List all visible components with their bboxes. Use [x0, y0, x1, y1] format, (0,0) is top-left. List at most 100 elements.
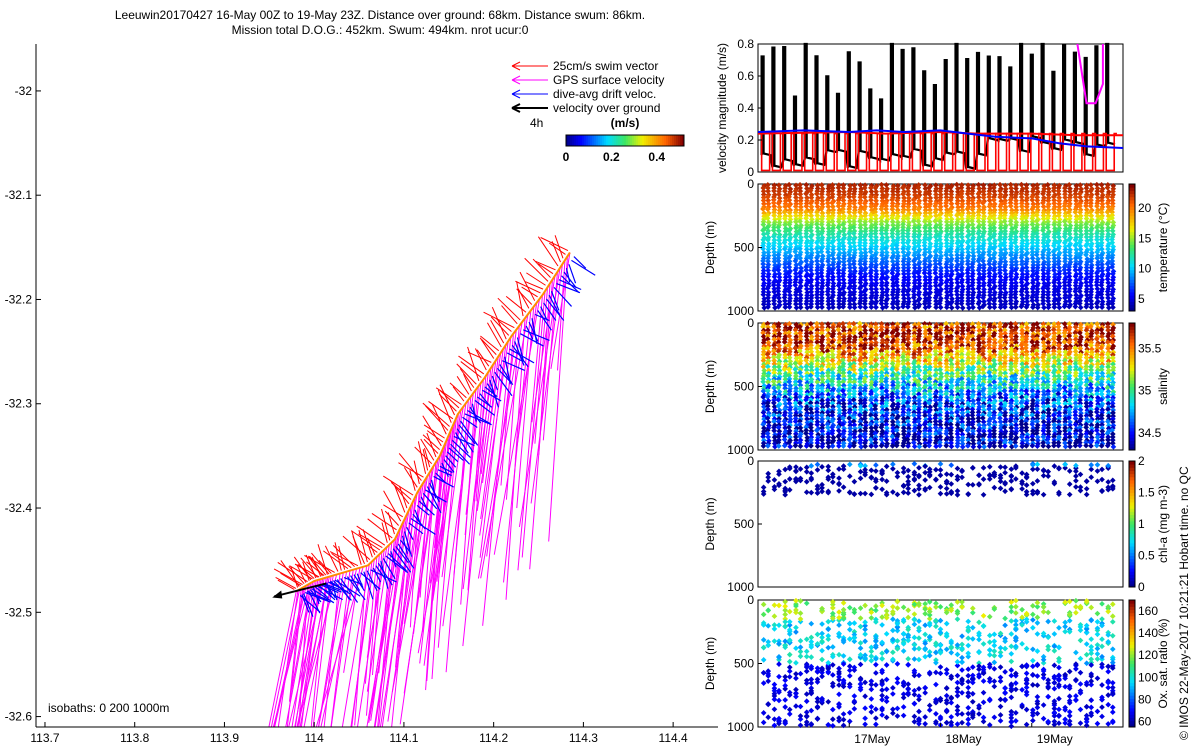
drift-vector [387, 553, 407, 572]
gps-vector [505, 325, 520, 500]
colorbar-cell [1129, 298, 1135, 302]
drift-vector [514, 341, 525, 366]
map-colorbar-cell [678, 135, 681, 146]
gps-vector [486, 329, 517, 557]
profile-point [808, 267, 814, 274]
colorbar-cell [1129, 272, 1135, 277]
swim-vector [422, 415, 442, 447]
drift-vector [443, 459, 455, 473]
drift-vector [445, 455, 457, 468]
drift-vector [484, 386, 498, 398]
map-colorbar-cell [582, 135, 585, 146]
colorbar-cell [1129, 206, 1135, 210]
map-colorbar-cell [574, 135, 577, 146]
map-colorbar-cell [612, 135, 615, 146]
swim-vector [496, 318, 512, 332]
drift-vector [451, 439, 471, 459]
swim-vector [460, 361, 482, 378]
figure-header: Leeuwin20170427 16-May 00Z to 19-May 23Z… [0, 8, 760, 38]
drift-vector [573, 256, 587, 269]
profile-point [764, 212, 771, 218]
swim-vector [423, 448, 431, 468]
drift-vector [305, 591, 331, 603]
profile-point [786, 288, 793, 295]
swim-vector [426, 432, 437, 458]
swim-vector [290, 566, 299, 588]
drift-vector [446, 451, 459, 463]
swim-vector [311, 556, 322, 577]
map-x-tick-label: 113.9 [210, 731, 239, 745]
gps-vector [323, 573, 341, 728]
map-y-tick-label: -32 [15, 84, 33, 98]
profile-point [798, 204, 804, 210]
profile-point [771, 273, 778, 280]
swim-vector [393, 484, 406, 513]
swim-vector [474, 348, 487, 371]
profile-point [760, 258, 766, 264]
swim-vector [334, 542, 342, 571]
swim-vector [476, 349, 490, 367]
profile-point [797, 270, 803, 276]
drift-vector [546, 298, 565, 321]
gps-vector [277, 590, 299, 728]
swim-vector [302, 561, 310, 581]
swim-vector [467, 346, 480, 382]
colorbar-cell [1129, 263, 1135, 268]
swim-vector [449, 382, 467, 399]
gps-vector [394, 505, 412, 668]
profile-point [771, 288, 778, 295]
swim-vector [440, 390, 460, 409]
swim-vector [329, 551, 359, 567]
swim-vector [309, 555, 327, 576]
drift-vector [511, 344, 529, 368]
drift-vector [509, 348, 535, 364]
drift-vector [422, 492, 438, 510]
swim-vector [417, 441, 427, 474]
drift-vector [462, 416, 478, 428]
profile-point [771, 212, 778, 219]
gps-vector [377, 539, 395, 728]
gps-vector [521, 291, 546, 558]
legend-arrowhead [511, 75, 521, 85]
velocity-y-tick-label: 0.2 [737, 133, 754, 147]
gps-vector [310, 577, 327, 728]
drift-vector [439, 465, 453, 474]
map-colorbar-cell [646, 135, 649, 146]
map-colorbar-cell [626, 135, 629, 146]
gps-vector [330, 570, 351, 728]
swim-vector [516, 281, 524, 317]
map-colorbar-cell [656, 135, 659, 146]
colorbar-cell [1129, 190, 1135, 195]
colorbar-cell [1129, 282, 1135, 287]
gps-vector [462, 368, 492, 647]
drift-vector [328, 581, 349, 593]
header-line-2: Mission total D.O.G.: 452km. Swum: 494km… [231, 23, 529, 37]
colorbar-tick-label: 20 [1138, 201, 1152, 215]
swim-vector [524, 257, 549, 282]
map-colorbar-cell [606, 135, 609, 146]
swim-vector [384, 510, 399, 526]
drift-vector [375, 565, 387, 581]
map-colorbar-cell [650, 135, 653, 146]
swim-vector [452, 386, 465, 402]
swim-vector [305, 554, 317, 579]
gps-vector [419, 472, 431, 598]
profile-point [765, 267, 771, 274]
profile-point [765, 295, 771, 301]
gps-vector [409, 489, 420, 628]
colorbar-cell [1129, 269, 1135, 274]
profile-point [792, 282, 799, 289]
gps-vector [548, 256, 568, 542]
profile-point [782, 274, 789, 281]
swim-vector [423, 424, 445, 439]
map-colorbar-cell [592, 135, 595, 146]
profile-point [765, 264, 771, 271]
swim-vector [307, 555, 323, 577]
profile-point [760, 206, 766, 212]
swim-vector [517, 288, 530, 309]
colorbar-cell [1129, 291, 1135, 296]
profile-point [771, 297, 777, 304]
colorbar-tick-label: 15 [1138, 231, 1152, 245]
gps-vector [378, 523, 404, 728]
